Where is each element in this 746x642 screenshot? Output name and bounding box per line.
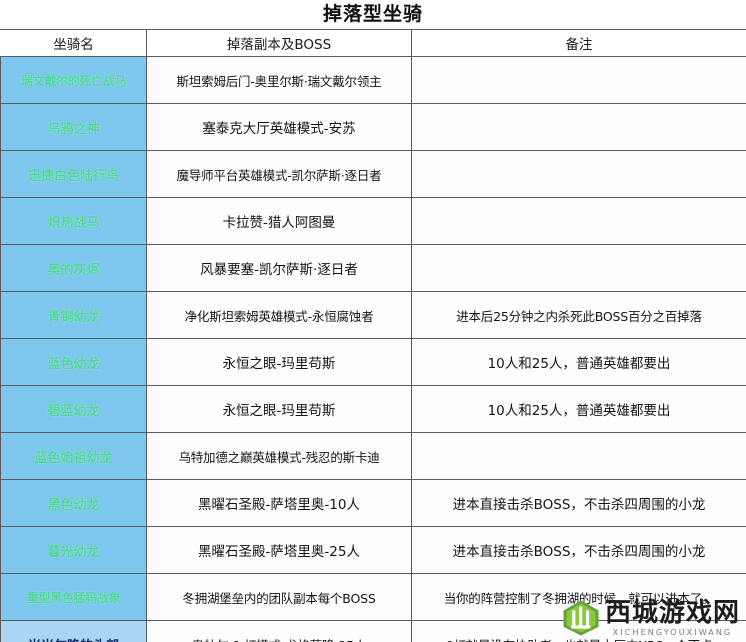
table-row: 炽热战马 卡拉赞-猎人阿图曼: [0, 197, 746, 245]
cell-note: 0灯就是没有协助者，也就是大厅内NPC一个不点: [411, 620, 746, 642]
cell-drop-source: 净化斯坦索姆英雄模式-永恒腐蚀者: [146, 291, 412, 339]
table-row: 暮光幼龙 黑曜石圣殿-萨塔里奥-25人 进本直接击杀BOSS，不击杀四周围的小龙: [0, 526, 746, 574]
page-title-bar: 掉落型坐骑: [0, 0, 746, 29]
cell-mount-name: 暮光幼龙: [0, 526, 147, 574]
cell-mount-name: 炽热战马: [0, 197, 147, 245]
cell-mount-name: 重型黑色猛犸战象: [0, 573, 147, 621]
column-header-mount-name: 坐骑名: [0, 29, 147, 57]
cell-drop-source: 卡拉赞-猎人阿图曼: [146, 197, 412, 245]
cell-note: [411, 103, 746, 151]
table-header: 坐骑名 掉落副本及BOSS 备注: [0, 29, 746, 57]
cell-mount-name: 蓝色幼龙: [0, 338, 147, 386]
cell-drop-source: 黑曜石圣殿-萨塔里奥-10人: [146, 479, 412, 527]
cell-note: [411, 432, 746, 480]
cell-note: 进本直接击杀BOSS，不击杀四周围的小龙: [411, 526, 746, 574]
cell-note: [411, 56, 746, 104]
cell-drop-source: 乌特加德之巅英雄模式-残忍的斯卡迪: [146, 432, 412, 480]
table-row: 乌鸦之神 塞泰克大厅英雄模式-安苏: [0, 103, 746, 151]
table-row: 碧蓝幼龙 永恒之眼-玛里苟斯 10人和25人，普通英雄都要出: [0, 385, 746, 433]
table-row: 米米尔隆的头部奥杜尔 0 灯模式-尤格萨隆-25人0灯就是没有协助者，也就是大厅…: [0, 620, 746, 642]
table-body: 瑞文戴尔的死亡战马 斯坦索姆后门-奥里尔斯·瑞文戴尔领主 乌鸦之神 塞泰克大厅英雄模式…: [0, 56, 746, 642]
cell-note: 10人和25人，普通英雄都要出: [411, 385, 746, 433]
cell-note: 当你的阵营控制了冬拥湖的时候，就可以进本了。: [411, 573, 746, 621]
column-header-source: 掉落副本及BOSS: [146, 29, 412, 57]
column-header-note: 备注: [411, 29, 746, 57]
cell-note: [411, 197, 746, 245]
table-row: 青铜幼龙 净化斯坦索姆英雄模式-永恒腐蚀者 进本后25分钟之内杀死此BOSS百分之百…: [0, 291, 746, 339]
table-row: 蓝色始祖幼龙 乌特加德之巅英雄模式-残忍的斯卡迪: [0, 432, 746, 480]
cell-mount-name: 蓝色始祖幼龙: [0, 432, 147, 480]
page-title: 掉落型坐骑: [322, 3, 423, 25]
cell-drop-source: 冬拥湖堡垒内的团队副本每个BOSS: [146, 573, 412, 621]
cell-note: 10人和25人，普通英雄都要出: [411, 338, 746, 386]
table-row: 重型黑色猛犸战象 冬拥湖堡垒内的团队副本每个BOSS 当你的阵营控制了冬拥湖的时候，…: [0, 573, 746, 621]
cell-mount-name: 乌鸦之神: [0, 103, 147, 151]
cell-note: [411, 150, 746, 198]
cell-mount-name: 黑色幼龙: [0, 479, 147, 527]
cell-note: 进本直接击杀BOSS，不击杀四周围的小龙: [411, 479, 746, 527]
cell-drop-source: 风暴要塞-凯尔萨斯·逐日者: [146, 244, 412, 292]
cell-note: [411, 244, 746, 292]
table-row: 迅捷白色陆行鸟 魔导师平台英雄模式-凯尔萨斯·逐日者: [0, 150, 746, 198]
cell-drop-source: 魔导师平台英雄模式-凯尔萨斯·逐日者: [146, 150, 412, 198]
cell-drop-source: 永恒之眼-玛里苟斯: [146, 338, 412, 386]
cell-mount-name: 青铜幼龙: [0, 291, 147, 339]
table-row: 黑色幼龙 黑曜石圣殿-萨塔里奥-10人 进本直接击杀BOSS，不击杀四周围的小龙: [0, 479, 746, 527]
cell-mount-name: 碧蓝幼龙: [0, 385, 147, 433]
cell-mount-name: 迅捷白色陆行鸟: [0, 150, 147, 198]
cell-mount-name: 米米尔隆的头部: [0, 620, 147, 642]
cell-mount-name: 瑞文戴尔的死亡战马: [0, 56, 147, 104]
table-row: 蓝色幼龙 永恒之眼-玛里苟斯 10人和25人，普通英雄都要出: [0, 338, 746, 386]
cell-drop-source: 黑曜石圣殿-萨塔里奥-25人: [146, 526, 412, 574]
cell-drop-source: 斯坦索姆后门-奥里尔斯·瑞文戴尔领主: [146, 56, 412, 104]
cell-drop-source: 奥杜尔 0 灯模式-尤格萨隆-25人: [146, 620, 412, 642]
cell-mount-name: 奥的灰烬: [0, 244, 147, 292]
cell-drop-source: 塞泰克大厅英雄模式-安苏: [146, 103, 412, 151]
cell-drop-source: 永恒之眼-玛里苟斯: [146, 385, 412, 433]
table-row: 奥的灰烬 风暴要塞-凯尔萨斯·逐日者: [0, 244, 746, 292]
table-row: 瑞文戴尔的死亡战马 斯坦索姆后门-奥里尔斯·瑞文戴尔领主: [0, 56, 746, 104]
cell-note: 进本后25分钟之内杀死此BOSS百分之百掉落: [411, 291, 746, 339]
table-header-row: 坐骑名 掉落副本及BOSS 备注: [0, 29, 746, 57]
mount-drop-table: 坐骑名 掉落副本及BOSS 备注 瑞文戴尔的死亡战马 斯坦索姆后门-奥里尔斯·瑞文…: [0, 29, 746, 642]
